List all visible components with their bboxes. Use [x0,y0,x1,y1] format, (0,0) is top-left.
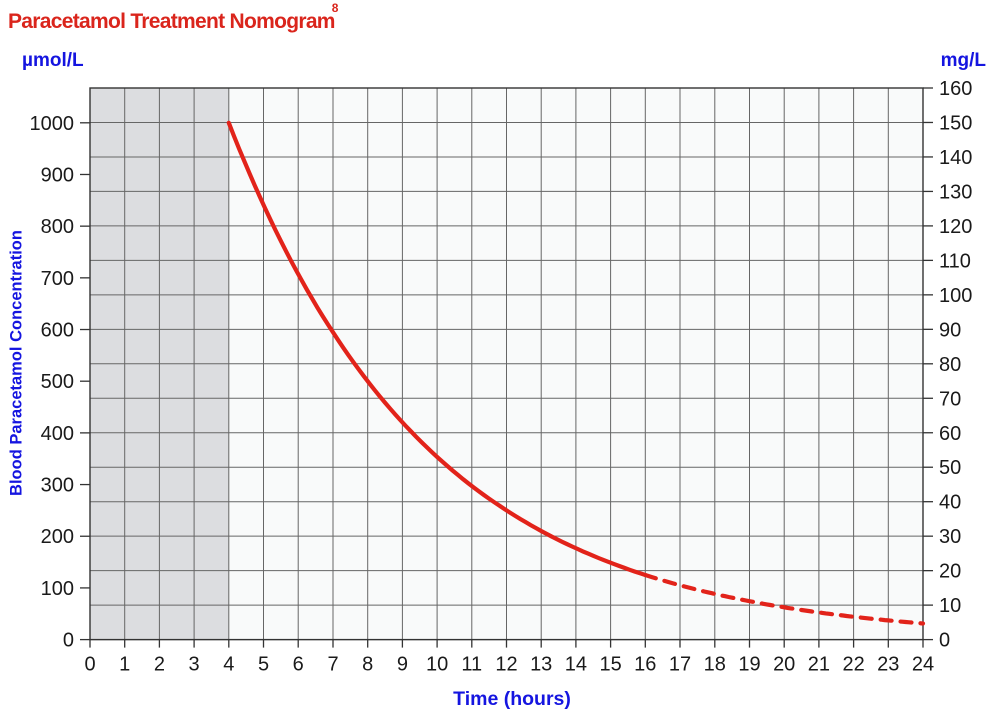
svg-text:60: 60 [939,423,961,445]
svg-text:500: 500 [41,371,74,393]
svg-text:24: 24 [912,654,934,676]
svg-text:50: 50 [939,457,961,479]
svg-text:23: 23 [877,654,899,676]
svg-text:12: 12 [495,654,517,676]
svg-text:8: 8 [362,654,373,676]
svg-text:10: 10 [426,654,448,676]
svg-text:6: 6 [293,654,304,676]
svg-text:800: 800 [41,216,74,238]
svg-text:18: 18 [704,654,726,676]
svg-text:21: 21 [808,654,830,676]
svg-text:40: 40 [939,492,961,514]
svg-text:10: 10 [939,595,961,617]
svg-text:400: 400 [41,423,74,445]
svg-text:15: 15 [599,654,621,676]
svg-text:150: 150 [939,113,972,135]
svg-text:0: 0 [84,654,95,676]
svg-text:120: 120 [939,216,972,238]
svg-text:1: 1 [119,654,130,676]
svg-text:17: 17 [669,654,691,676]
svg-text:70: 70 [939,388,961,410]
svg-text:100: 100 [41,578,74,600]
svg-text:2: 2 [154,654,165,676]
svg-text:140: 140 [939,147,972,169]
svg-text:110: 110 [939,250,971,272]
svg-text:600: 600 [41,320,74,342]
svg-text:11: 11 [461,654,482,676]
svg-text:1000: 1000 [30,113,75,135]
svg-text:14: 14 [565,654,587,676]
svg-text:16: 16 [634,654,656,676]
svg-text:7: 7 [327,654,338,676]
svg-text:20: 20 [939,561,961,583]
svg-text:900: 900 [41,165,74,187]
svg-text:4: 4 [223,654,234,676]
svg-text:700: 700 [41,268,74,290]
svg-text:13: 13 [530,654,552,676]
svg-text:22: 22 [842,654,864,676]
svg-text:160: 160 [939,78,972,100]
svg-text:9: 9 [397,654,408,676]
svg-text:3: 3 [189,654,200,676]
svg-text:200: 200 [41,526,74,548]
svg-text:0: 0 [939,630,950,652]
svg-text:5: 5 [258,654,269,676]
svg-text:90: 90 [939,319,961,341]
svg-text:80: 80 [939,354,961,376]
svg-text:0: 0 [63,630,74,652]
svg-text:19: 19 [738,654,760,676]
svg-text:20: 20 [773,654,795,676]
svg-text:30: 30 [939,526,961,548]
svg-text:300: 300 [41,475,74,497]
svg-text:100: 100 [939,285,972,307]
svg-text:130: 130 [939,181,972,203]
